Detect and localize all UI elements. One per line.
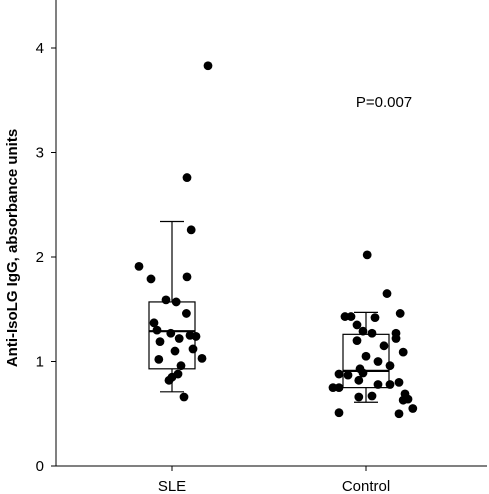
y-tick-label: 4 <box>36 40 44 57</box>
data-point-sle <box>182 309 191 318</box>
data-point-sle <box>146 274 156 284</box>
data-point-control <box>358 326 368 336</box>
data-point-control <box>352 320 362 330</box>
y-ticks: 0 1 2 3 4 <box>36 40 56 475</box>
data-point-sle <box>161 295 171 305</box>
data-point-control <box>394 378 404 387</box>
data-point-control <box>354 392 364 402</box>
x-ticks: SLE Control <box>158 466 390 494</box>
data-point-control <box>352 336 362 345</box>
data-point-sle <box>191 332 201 341</box>
data-point-sle <box>155 337 165 347</box>
data-point-control <box>334 369 344 379</box>
data-point-control <box>382 289 392 298</box>
data-point-control <box>373 357 383 366</box>
data-point-sle <box>182 173 192 182</box>
data-point-sle <box>154 355 164 364</box>
x-tick-label-sle: SLE <box>158 478 186 494</box>
data-point-sle <box>149 318 159 328</box>
data-point-sle <box>203 61 213 71</box>
data-point-sle <box>176 361 186 371</box>
y-tick-label: 3 <box>36 145 44 162</box>
data-point-sle <box>197 353 207 363</box>
data-point-sle <box>173 369 183 379</box>
data-point-sle <box>186 225 196 235</box>
data-point-control <box>362 250 372 260</box>
data-point-sle <box>164 375 174 385</box>
data-point-control <box>379 341 389 351</box>
data-point-control <box>398 395 408 405</box>
data-point-sle <box>170 346 180 356</box>
data-point-control <box>398 347 408 357</box>
data-point-control <box>395 309 405 318</box>
axes <box>55 0 487 467</box>
data-point-control <box>373 380 383 389</box>
data-point-control <box>346 312 356 321</box>
data-point-sle <box>188 344 198 354</box>
y-tick-label: 2 <box>36 249 44 266</box>
data-point-control <box>385 380 395 389</box>
data-point-control <box>367 391 377 401</box>
data-point-control <box>370 313 380 323</box>
data-points <box>134 61 418 419</box>
data-point-control <box>343 370 353 380</box>
p-value-annotation: P=0.007 <box>356 94 412 111</box>
data-point-sle <box>134 262 144 271</box>
data-point-sle <box>174 334 184 343</box>
data-point-control <box>385 361 395 371</box>
data-point-sle <box>152 325 162 335</box>
data-point-sle <box>179 392 189 402</box>
data-point-control <box>358 368 368 378</box>
data-point-control <box>394 409 404 419</box>
data-point-control <box>334 408 344 418</box>
data-point-control <box>408 404 418 413</box>
y-axis-label: Anti-IsoLG IgG, absorbance units <box>4 129 21 367</box>
data-point-sle <box>171 297 181 307</box>
data-point-control <box>334 383 344 393</box>
data-point-control <box>367 328 377 338</box>
y-tick-label: 1 <box>36 354 44 371</box>
data-point-sle <box>182 272 192 282</box>
y-tick-label: 0 <box>36 458 44 475</box>
data-point-sle <box>166 328 176 338</box>
data-point-control <box>354 375 364 385</box>
data-point-control <box>391 334 401 343</box>
x-tick-label-control: Control <box>342 478 390 494</box>
data-point-control <box>361 351 371 361</box>
